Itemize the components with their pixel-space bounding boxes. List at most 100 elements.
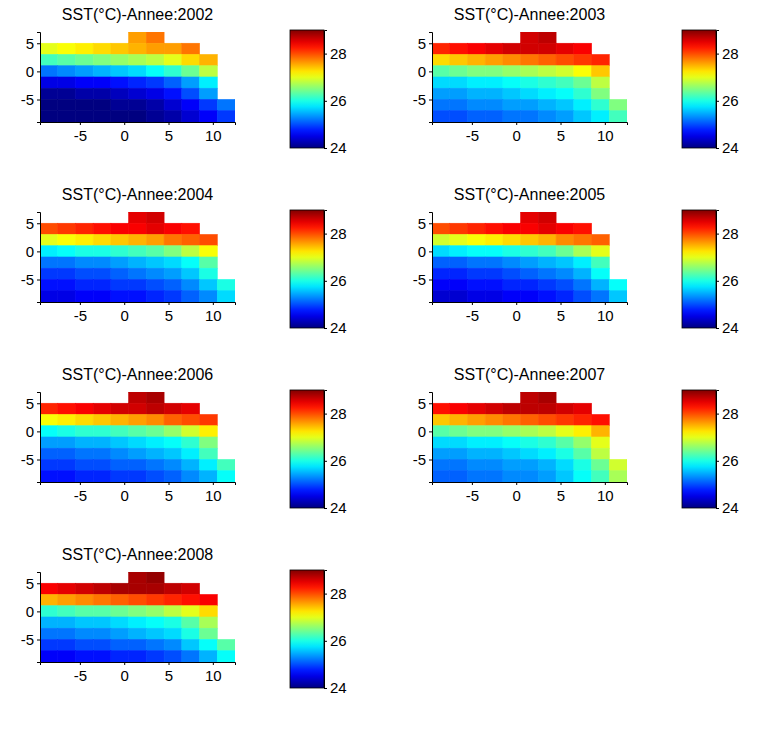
cell <box>58 617 76 628</box>
cell <box>75 43 93 54</box>
cell <box>40 617 58 628</box>
cell <box>164 403 182 414</box>
cell <box>111 111 129 122</box>
cell <box>556 223 574 234</box>
tick: 28 <box>324 225 347 242</box>
tick: -5 <box>413 271 432 288</box>
cell <box>592 291 610 302</box>
cell <box>129 246 147 257</box>
tick-label: 24 <box>330 139 347 156</box>
tick-label: 24 <box>330 319 347 336</box>
colorbar-fill <box>290 30 324 148</box>
tick-label: 5 <box>557 487 565 504</box>
cell <box>93 100 111 111</box>
cell <box>111 77 129 88</box>
cell <box>164 448 182 459</box>
cell <box>75 448 93 459</box>
y-axis: -505 <box>413 213 433 303</box>
cell <box>200 111 218 122</box>
tick-label: -5 <box>466 127 479 144</box>
cell <box>521 88 539 99</box>
cell <box>129 437 147 448</box>
cell <box>40 43 58 54</box>
tick-mark <box>37 223 40 224</box>
x-axis: -50510 <box>433 302 628 324</box>
cell <box>485 415 503 426</box>
cell <box>111 66 129 77</box>
tick-label: 0 <box>418 63 426 80</box>
cell <box>111 55 129 66</box>
cell <box>111 100 129 111</box>
tick-mark <box>561 122 562 125</box>
tick: -5 <box>466 302 479 324</box>
cell <box>538 55 556 66</box>
cell <box>200 268 218 279</box>
tick-label: -5 <box>413 91 426 108</box>
colorbar: 242628 <box>682 30 739 156</box>
tick-label: 10 <box>597 127 614 144</box>
cell <box>164 595 182 606</box>
title: SST(°C)-Annee:2005 <box>454 186 605 203</box>
cell <box>592 235 610 246</box>
cell <box>75 595 93 606</box>
tick-mark <box>429 460 432 461</box>
cell <box>574 268 592 279</box>
cell <box>164 640 182 651</box>
cell <box>129 235 147 246</box>
cell <box>538 268 556 279</box>
cell <box>40 111 58 122</box>
tick: 0 <box>26 243 40 260</box>
tick: 10 <box>205 122 222 144</box>
cell <box>200 257 218 268</box>
cell <box>217 111 235 122</box>
cell <box>75 651 93 662</box>
y-axis: -505 <box>413 33 433 123</box>
cell <box>467 246 485 257</box>
cell <box>200 651 218 662</box>
tick: 10 <box>597 302 614 324</box>
cell <box>432 471 450 482</box>
cell <box>521 223 539 234</box>
axis-line <box>41 123 236 126</box>
cell <box>503 415 521 426</box>
axis-line <box>433 123 628 126</box>
tick-mark <box>80 482 81 485</box>
cell <box>75 55 93 66</box>
cell <box>467 426 485 437</box>
cell <box>129 88 147 99</box>
cell <box>609 280 627 291</box>
tick-label: 10 <box>205 487 222 504</box>
cell <box>485 55 503 66</box>
cell <box>432 55 450 66</box>
cell <box>75 437 93 448</box>
tick-label: 26 <box>330 272 347 289</box>
cell <box>58 55 76 66</box>
cell <box>485 291 503 302</box>
cell <box>93 280 111 291</box>
tick-mark <box>169 302 170 305</box>
cell <box>200 280 218 291</box>
cell <box>503 77 521 88</box>
colorbar: 242628 <box>682 390 739 516</box>
tick: 26 <box>324 452 347 469</box>
cell <box>146 606 164 617</box>
cell <box>503 268 521 279</box>
tick: 28 <box>716 405 739 422</box>
tick: -5 <box>74 302 87 324</box>
cell <box>75 111 93 122</box>
tick: 0 <box>513 122 521 144</box>
cell <box>467 111 485 122</box>
cell <box>538 43 556 54</box>
cell <box>75 66 93 77</box>
cell <box>521 100 539 111</box>
cell <box>182 426 200 437</box>
cell <box>200 235 218 246</box>
tick-label: 5 <box>165 307 173 324</box>
cell <box>129 640 147 651</box>
colorbar: 242628 <box>290 570 347 696</box>
cell <box>574 426 592 437</box>
cell <box>538 280 556 291</box>
cell <box>556 100 574 111</box>
cell <box>467 448 485 459</box>
colorbar-fill <box>290 570 324 688</box>
